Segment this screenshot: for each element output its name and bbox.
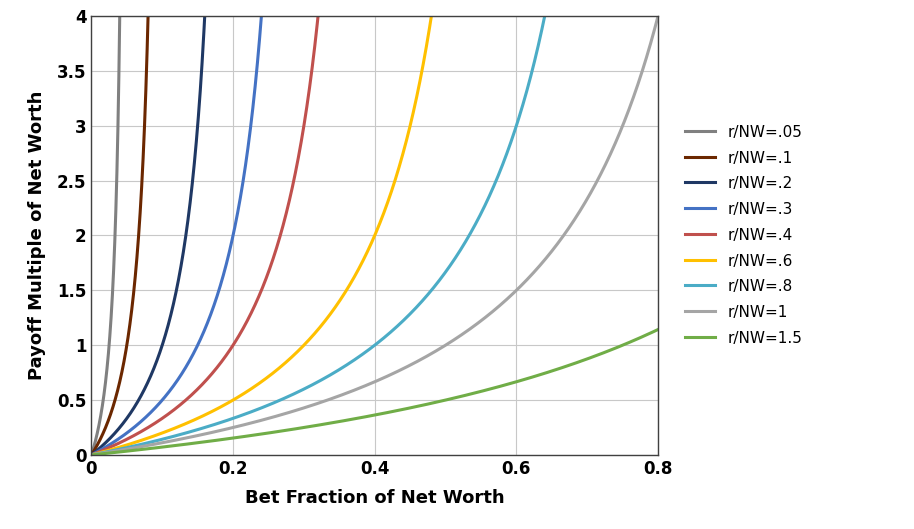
r/NW=1 — [328, 395, 339, 401]
r/NW=.2 — [86, 452, 97, 458]
r/NW=.1 — [113, 384, 124, 390]
r/NW=.8 — [86, 452, 97, 458]
r/NW=.4 — [195, 384, 206, 390]
r/NW=.4 — [118, 437, 129, 444]
Legend: r/NW=.05, r/NW=.1, r/NW=.2, r/NW=.3, r/NW=.4, r/NW=.6, r/NW=.8, r/NW=1, r/NW=1.5: r/NW=.05, r/NW=.1, r/NW=.2, r/NW=.3, r/N… — [677, 117, 810, 353]
Line: r/NW=.4: r/NW=.4 — [91, 16, 318, 455]
r/NW=.1 — [86, 452, 97, 458]
r/NW=1.5 — [653, 326, 664, 333]
r/NW=.2 — [140, 384, 151, 390]
r/NW=1.5 — [580, 356, 591, 362]
Line: r/NW=.6: r/NW=.6 — [91, 16, 431, 455]
r/NW=.8 — [151, 437, 162, 444]
r/NW=1 — [185, 434, 196, 441]
r/NW=.4 — [207, 370, 218, 377]
r/NW=.2 — [146, 370, 157, 376]
r/NW=.05 — [101, 370, 112, 376]
r/NW=.6 — [160, 428, 171, 435]
Line: r/NW=1.5: r/NW=1.5 — [91, 330, 658, 455]
Line: r/NW=.3: r/NW=.3 — [91, 16, 261, 455]
r/NW=1.5 — [303, 424, 314, 430]
r/NW=1.5 — [185, 441, 196, 447]
r/NW=.4 — [86, 452, 97, 458]
Line: r/NW=.8: r/NW=.8 — [91, 16, 545, 455]
r/NW=.1 — [98, 428, 109, 435]
r/NW=.3 — [167, 384, 178, 390]
r/NW=1 — [580, 198, 591, 204]
r/NW=.6 — [86, 452, 97, 458]
r/NW=.4 — [135, 428, 146, 435]
r/NW=.3 — [86, 452, 97, 458]
r/NW=.8 — [328, 370, 339, 377]
X-axis label: Bet Fraction of Net Worth: Bet Fraction of Net Worth — [245, 489, 505, 507]
r/NW=.05 — [86, 452, 97, 458]
Line: r/NW=1: r/NW=1 — [91, 16, 658, 455]
r/NW=1 — [642, 53, 653, 59]
r/NW=1.5 — [151, 445, 162, 451]
r/NW=.8 — [303, 384, 314, 390]
r/NW=.2 — [102, 437, 113, 444]
r/NW=.3 — [111, 437, 122, 444]
r/NW=.05 — [92, 428, 103, 435]
r/NW=.05 — [90, 437, 101, 444]
r/NW=.6 — [134, 437, 145, 444]
r/NW=1.5 — [86, 452, 97, 458]
r/NW=.3 — [122, 428, 133, 435]
Line: r/NW=.2: r/NW=.2 — [91, 16, 205, 455]
r/NW=1 — [86, 452, 97, 458]
r/NW=.8 — [185, 428, 196, 435]
r/NW=1.5 — [642, 332, 653, 338]
r/NW=.1 — [116, 370, 127, 376]
r/NW=1.5 — [328, 419, 339, 426]
r/NW=.6 — [267, 370, 278, 377]
r/NW=1 — [303, 403, 314, 409]
Line: r/NW=.1: r/NW=.1 — [91, 16, 148, 455]
r/NW=.2 — [111, 428, 122, 435]
r/NW=.3 — [176, 370, 187, 377]
r/NW=.6 — [249, 384, 260, 390]
r/NW=.05 — [100, 383, 111, 389]
Line: r/NW=.05: r/NW=.05 — [91, 16, 120, 455]
Y-axis label: Payoff Multiple of Net Worth: Payoff Multiple of Net Worth — [28, 90, 46, 380]
r/NW=.1 — [94, 437, 105, 444]
r/NW=1 — [151, 441, 162, 447]
